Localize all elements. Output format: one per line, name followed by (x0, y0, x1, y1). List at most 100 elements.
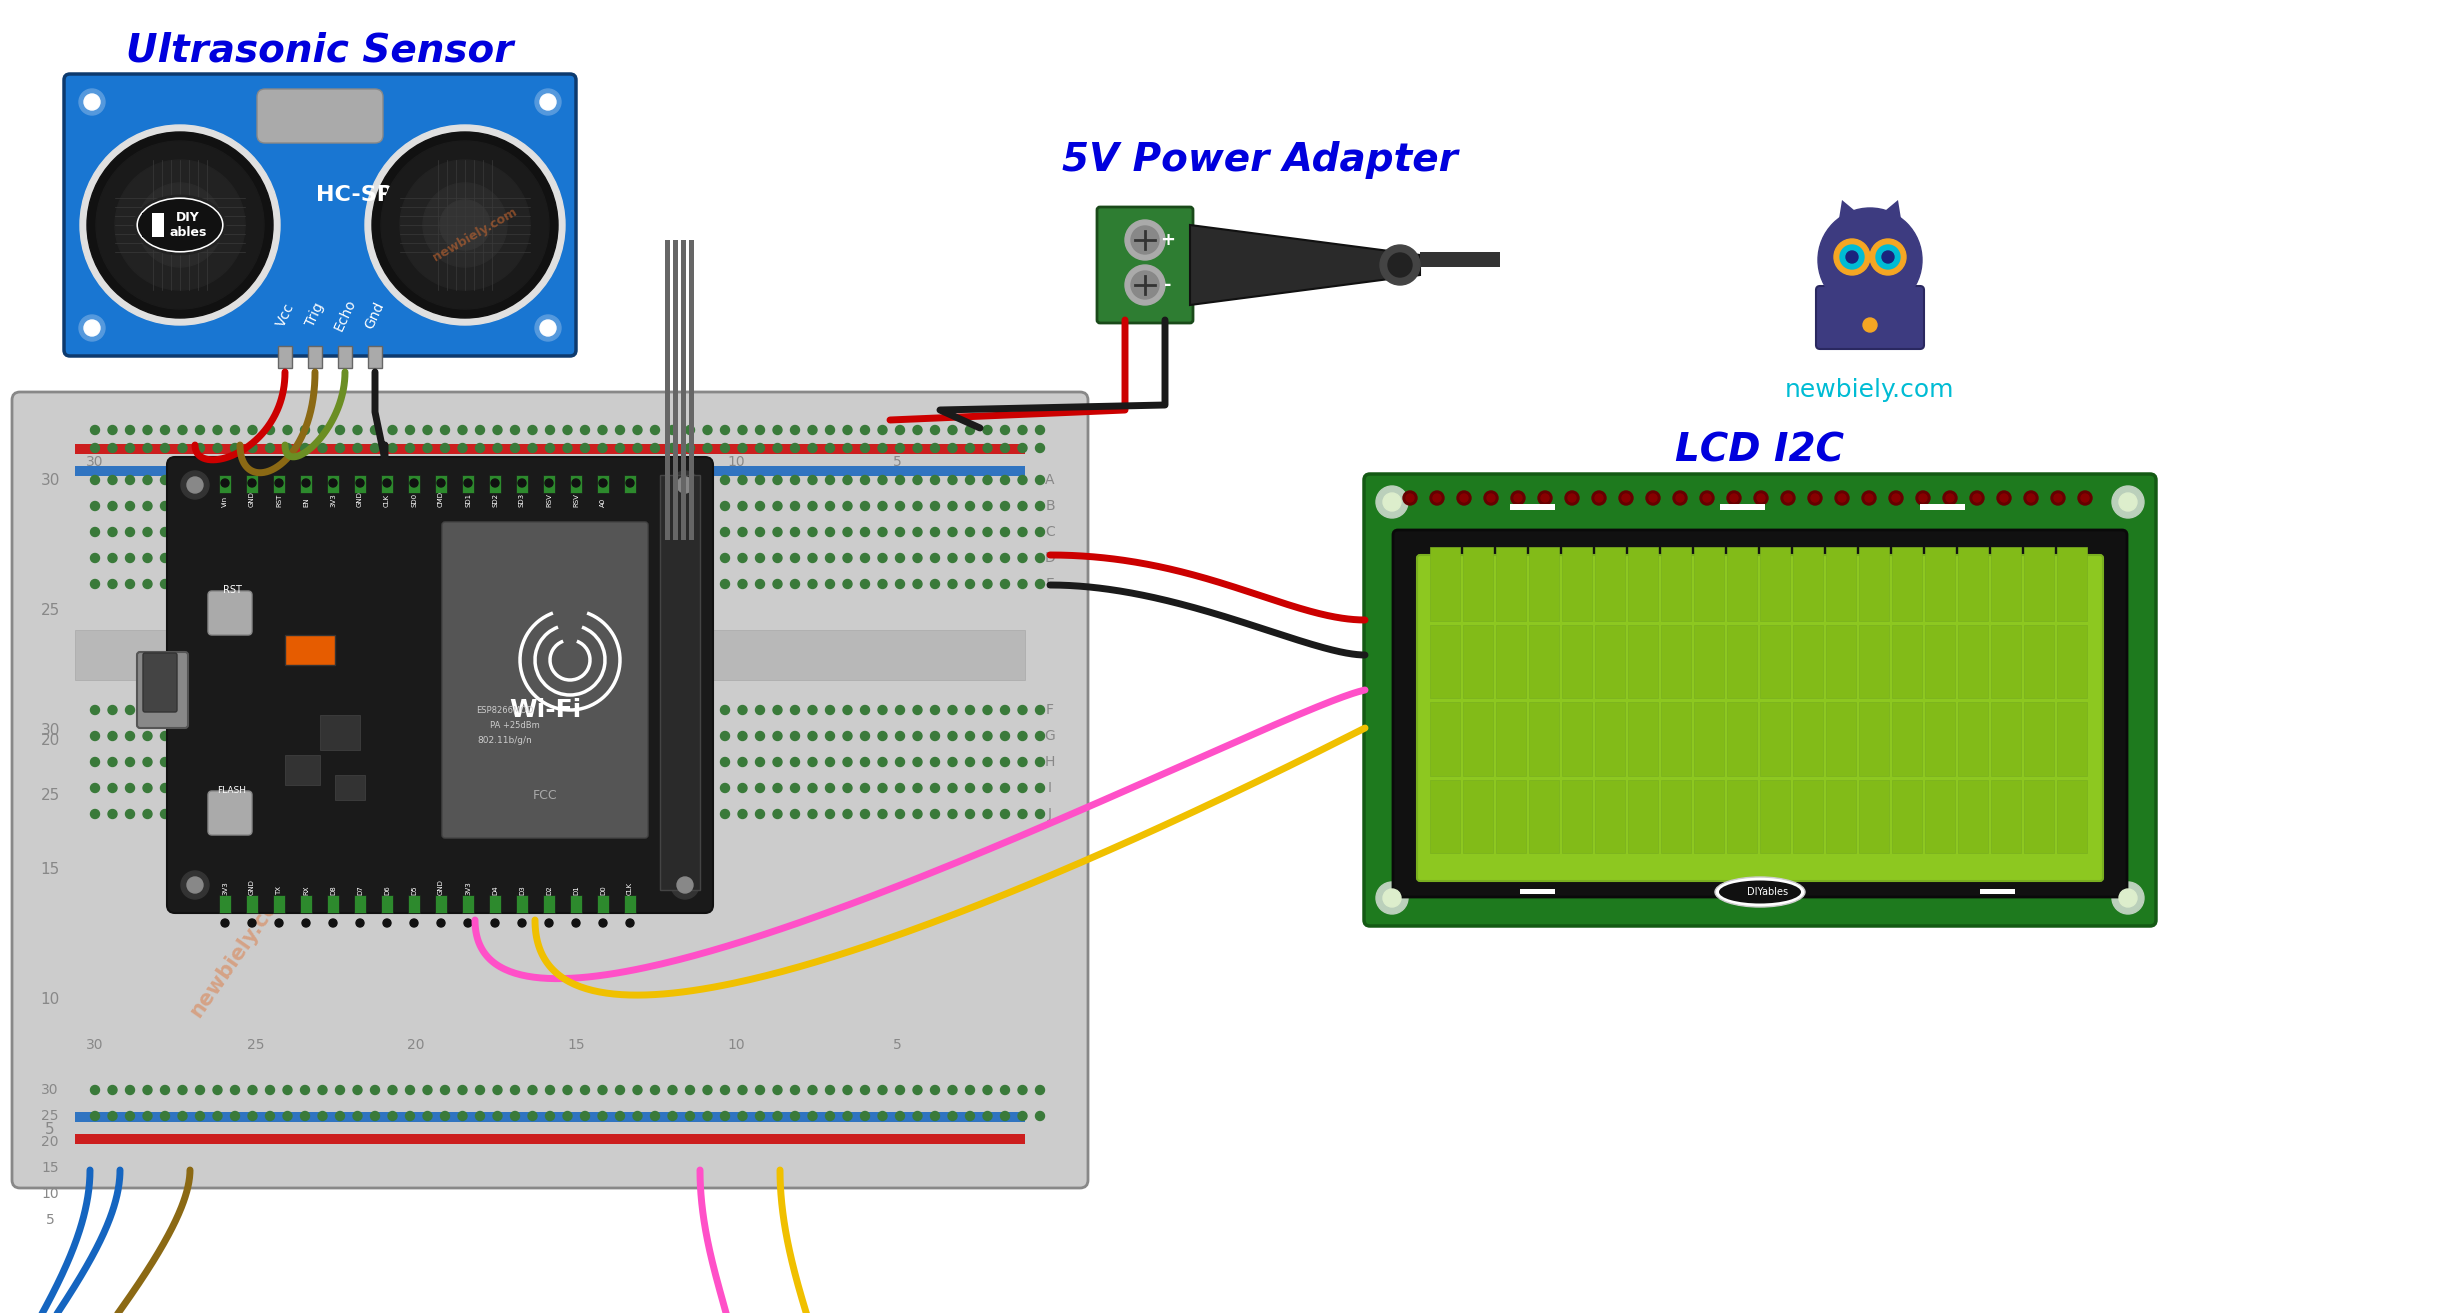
Circle shape (651, 705, 660, 714)
Circle shape (457, 502, 467, 511)
Circle shape (2111, 882, 2145, 914)
Circle shape (247, 810, 257, 818)
Circle shape (563, 784, 572, 793)
Circle shape (389, 810, 396, 818)
Circle shape (1000, 502, 1010, 511)
Circle shape (895, 731, 905, 741)
Circle shape (668, 810, 678, 818)
Circle shape (179, 475, 186, 484)
Circle shape (438, 919, 445, 927)
Circle shape (580, 731, 589, 741)
Bar (516, 895, 528, 913)
Circle shape (335, 784, 345, 793)
FancyBboxPatch shape (257, 89, 384, 143)
Text: SD2: SD2 (492, 492, 499, 507)
Circle shape (1568, 494, 1575, 502)
Circle shape (807, 579, 817, 588)
Circle shape (125, 579, 135, 588)
Circle shape (545, 705, 555, 714)
Circle shape (966, 1112, 974, 1120)
Bar (1497, 780, 1526, 853)
Circle shape (318, 425, 328, 435)
Circle shape (651, 758, 660, 767)
Circle shape (563, 528, 572, 537)
Circle shape (773, 784, 783, 793)
Circle shape (1864, 318, 1876, 332)
Circle shape (475, 554, 484, 562)
Circle shape (878, 579, 888, 588)
Circle shape (406, 731, 413, 741)
Circle shape (230, 705, 240, 714)
Circle shape (983, 502, 993, 511)
Circle shape (335, 444, 345, 453)
Text: 5: 5 (44, 1123, 54, 1137)
Circle shape (318, 758, 328, 767)
Circle shape (1893, 494, 1901, 502)
Text: RST: RST (276, 494, 281, 507)
Circle shape (685, 731, 695, 741)
Text: 20: 20 (406, 456, 426, 469)
Circle shape (597, 579, 607, 588)
Circle shape (878, 1086, 888, 1095)
Circle shape (949, 579, 956, 588)
Circle shape (545, 919, 553, 927)
Circle shape (702, 758, 712, 767)
Circle shape (739, 731, 746, 741)
Circle shape (108, 731, 117, 741)
Circle shape (230, 579, 240, 588)
Circle shape (511, 731, 519, 741)
Circle shape (1377, 486, 1409, 519)
Circle shape (983, 444, 993, 453)
Circle shape (2023, 491, 2038, 506)
Circle shape (580, 528, 589, 537)
Circle shape (179, 1112, 186, 1120)
Text: CLK: CLK (384, 494, 389, 507)
Circle shape (1380, 246, 1421, 285)
Circle shape (528, 731, 538, 741)
Circle shape (773, 502, 783, 511)
Circle shape (284, 731, 291, 741)
Circle shape (634, 731, 641, 741)
Circle shape (83, 95, 100, 110)
Circle shape (230, 502, 240, 511)
Circle shape (301, 479, 311, 487)
Circle shape (330, 919, 338, 927)
Circle shape (844, 731, 851, 741)
Text: 5: 5 (893, 456, 903, 469)
Circle shape (685, 810, 695, 818)
Text: D1: D1 (572, 885, 580, 895)
Circle shape (108, 475, 117, 484)
Circle shape (722, 758, 729, 767)
Circle shape (220, 479, 230, 487)
Circle shape (108, 1086, 117, 1095)
Circle shape (966, 475, 974, 484)
Circle shape (597, 475, 607, 484)
Circle shape (1871, 239, 1905, 274)
Circle shape (511, 425, 519, 435)
Circle shape (616, 554, 624, 562)
Circle shape (1996, 491, 2011, 506)
Circle shape (528, 1112, 538, 1120)
Circle shape (247, 731, 257, 741)
Circle shape (702, 784, 712, 793)
Circle shape (213, 758, 223, 767)
Circle shape (494, 528, 501, 537)
Circle shape (929, 810, 939, 818)
Circle shape (154, 200, 205, 249)
Bar (2057, 702, 2086, 776)
Bar (1761, 702, 1790, 776)
Circle shape (494, 1112, 501, 1120)
Circle shape (949, 554, 956, 562)
Circle shape (108, 554, 117, 562)
Bar (660, 475, 700, 890)
Circle shape (196, 475, 205, 484)
Circle shape (824, 425, 834, 435)
Text: FCC: FCC (533, 789, 558, 801)
Circle shape (186, 877, 203, 893)
Circle shape (651, 528, 660, 537)
FancyBboxPatch shape (12, 393, 1088, 1188)
Circle shape (301, 425, 311, 435)
Text: 3V3: 3V3 (223, 881, 227, 895)
Bar (76, 1112, 1025, 1123)
Circle shape (616, 705, 624, 714)
